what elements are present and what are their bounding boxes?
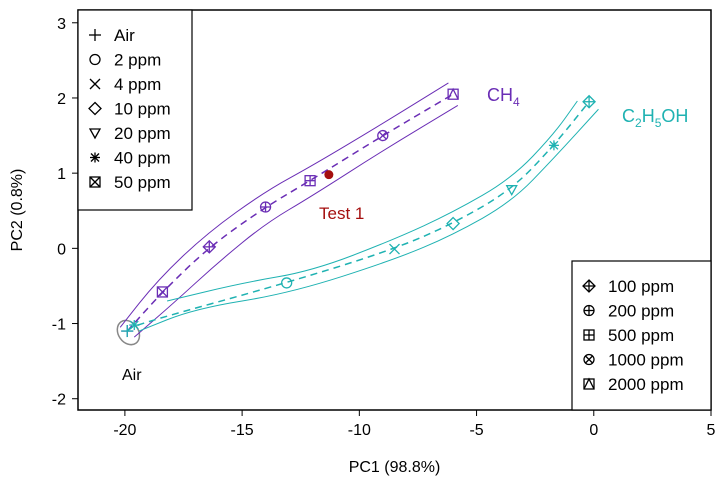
- ch4-label: CH4: [487, 85, 520, 109]
- series-c2h5oh: [121, 94, 599, 338]
- y-tick-label: -2: [52, 392, 66, 409]
- x-axis-label: PC1 (98.8%): [349, 459, 441, 476]
- y-tick-label: 3: [57, 16, 66, 33]
- legend_left-marker-tri: [88, 128, 102, 140]
- legend_left-marker-boxx: [89, 176, 101, 188]
- x-tick-label: 5: [707, 422, 716, 439]
- legend_left-entry: 4 ppm: [114, 75, 161, 94]
- legend_right-marker-boxtri-inner: [583, 377, 595, 390]
- legend_left-marker-diamond: [88, 101, 102, 116]
- band-lower: [138, 108, 599, 332]
- legend_left-entry: 10 ppm: [114, 100, 171, 119]
- trend-line: [126, 93, 454, 332]
- ethanol-label: C2H5OH: [622, 106, 688, 130]
- legend_left-entry: 40 ppm: [114, 149, 171, 168]
- data-point-x-stroke: [389, 243, 400, 255]
- x-tick-label: -15: [231, 422, 254, 439]
- legend_right-entry: 1000 ppm: [608, 351, 684, 370]
- x-tick-label: -20: [113, 422, 136, 439]
- data-point-boxtri: [447, 88, 459, 100]
- test-point-label: Test 1: [319, 204, 364, 223]
- ethanol-label-part: C: [622, 106, 635, 126]
- ch4-label-sub: 4: [513, 95, 520, 109]
- data-point-tri: [505, 185, 518, 197]
- y-tick-label: 2: [57, 91, 66, 108]
- legend_right: 100 ppm 200 ppm 500 ppm 1000 ppm 2000 ppm: [571, 260, 712, 411]
- band-upper: [166, 100, 578, 302]
- legend_left: Air 2 ppm 4 ppm 10 ppm 20 ppm 40 ppm 50 ppm: [77, 9, 193, 211]
- y-tick-label: 1: [57, 166, 66, 183]
- x-tick-label: -10: [348, 422, 371, 439]
- series-ch4: [119, 82, 459, 338]
- ethanol-label-part: 2: [635, 116, 642, 130]
- y-axis-label: PC2 (0.8%): [9, 169, 26, 252]
- data-point-star-stroke: [549, 140, 559, 150]
- test-point: [324, 170, 334, 180]
- ethanol-label-part: H: [642, 106, 655, 126]
- ethanol-label-part: OH: [661, 106, 688, 126]
- data-point-boxx-stroke: [156, 286, 168, 298]
- data-point-circx: [377, 129, 389, 142]
- legend_left-entry: 20 ppm: [114, 124, 171, 143]
- data-point-boxtri-inner: [447, 87, 459, 100]
- legend_left-entry: Air: [114, 26, 135, 45]
- data-point-circle: [281, 277, 293, 289]
- legend_left-marker-circle: [89, 53, 101, 66]
- legend_left-marker-boxx-stroke: [89, 176, 101, 188]
- band-upper: [119, 82, 449, 328]
- air-label: Air: [122, 367, 142, 384]
- legend_left-marker-x-stroke: [89, 78, 101, 90]
- data-point-diamond: [446, 216, 461, 231]
- data-point-boxx: [156, 286, 169, 298]
- ethanol-label-part: 5: [655, 116, 662, 130]
- data-point-circx-stroke: [378, 131, 387, 140]
- x-tick-label: 0: [589, 422, 598, 439]
- legend_right-entry: 100 ppm: [608, 277, 674, 296]
- legend_left-marker-star-stroke: [90, 153, 100, 162]
- legend_left-entry: 2 ppm: [114, 51, 161, 70]
- x-tick-label: -5: [469, 422, 483, 439]
- legend_right-marker-circx: [583, 353, 595, 366]
- legend_right-entry: 2000 ppm: [608, 375, 684, 394]
- legend_right-entry: 500 ppm: [608, 326, 674, 345]
- legend_left-entry: 50 ppm: [114, 173, 171, 192]
- legend_right-entry: 200 ppm: [608, 302, 674, 321]
- data-point-star-stroke: [129, 320, 139, 330]
- legend_right-marker-circx-stroke: [585, 355, 593, 364]
- ch4-label-main: CH: [487, 85, 513, 105]
- y-tick-label: 0: [57, 241, 66, 258]
- y-tick-label: -1: [52, 317, 66, 334]
